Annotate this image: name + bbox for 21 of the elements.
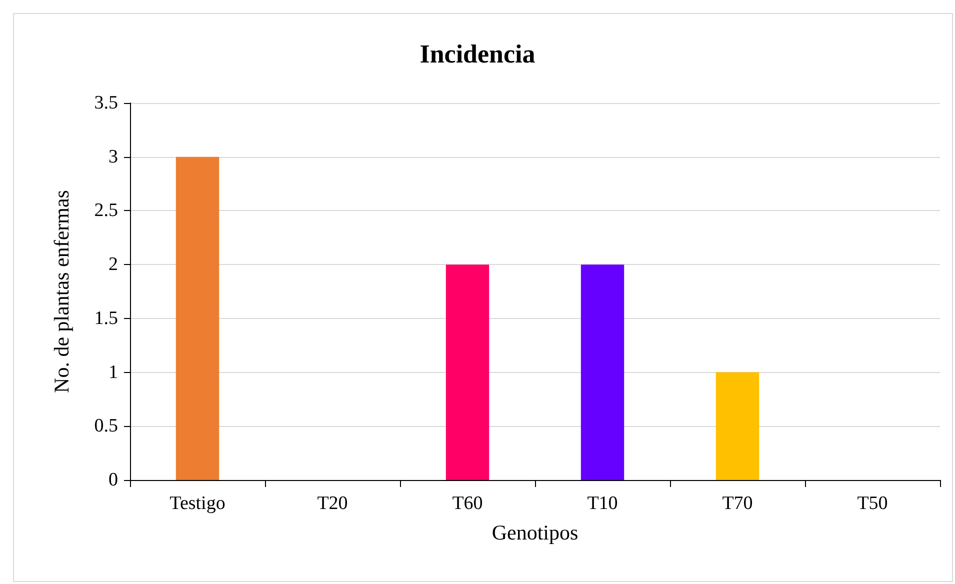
y-tick-label: 2.5 bbox=[94, 200, 118, 222]
y-tick-label: 3 bbox=[108, 146, 118, 168]
x-tick-label: Testigo bbox=[170, 493, 226, 514]
bar bbox=[446, 264, 490, 480]
y-tick-label: 0 bbox=[108, 470, 118, 490]
y-tick-label: 0.5 bbox=[94, 416, 118, 437]
bar bbox=[176, 156, 220, 480]
bar bbox=[580, 264, 624, 480]
chart-title: Incidencia bbox=[420, 40, 536, 68]
y-tick-label: 3.5 bbox=[94, 92, 118, 114]
x-tick-label: T60 bbox=[452, 493, 483, 514]
y-tick-label: 1.5 bbox=[94, 308, 118, 329]
x-axis-title: Genotipos bbox=[492, 520, 578, 544]
y-axis-title: No. de plantas enfermas bbox=[50, 190, 74, 393]
x-tick-label: T70 bbox=[722, 493, 753, 514]
x-tick-label: T50 bbox=[857, 493, 888, 514]
x-tick-label: T20 bbox=[317, 493, 348, 514]
x-tick-label: T10 bbox=[587, 493, 618, 514]
bar bbox=[716, 372, 760, 480]
y-tick-label: 2 bbox=[108, 254, 118, 276]
y-tick-label: 1 bbox=[108, 362, 118, 383]
